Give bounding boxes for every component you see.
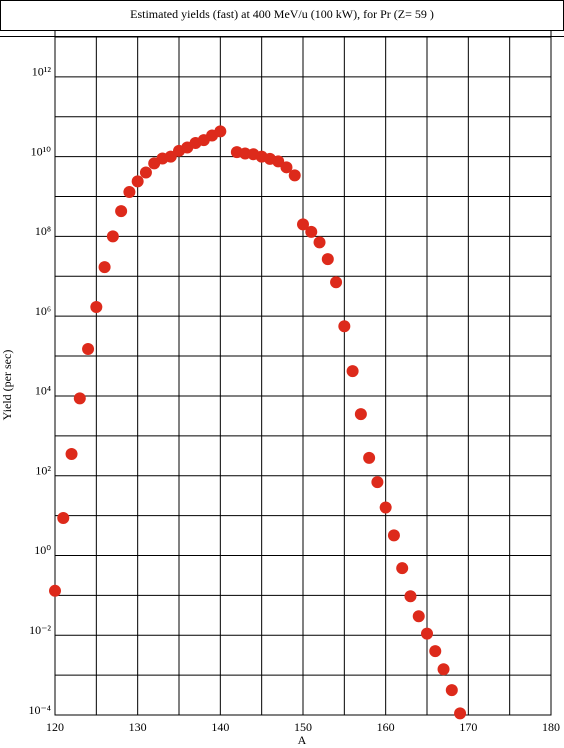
- x-tick-label: 120: [46, 720, 64, 734]
- data-point: [131, 175, 144, 188]
- data-point: [396, 562, 409, 575]
- y-tick-label: 10²: [35, 463, 51, 477]
- y-tick-label: 10⁴: [35, 384, 51, 398]
- y-tick-label: 10⁸: [35, 224, 51, 238]
- data-point: [123, 185, 136, 198]
- data-point: [387, 529, 400, 542]
- data-point: [404, 590, 417, 603]
- data-point: [305, 225, 318, 238]
- y-tick-label: 10⁻²: [29, 623, 51, 637]
- data-point: [214, 125, 227, 138]
- y-tick-label: 10⁶: [35, 304, 51, 318]
- x-tick-label: 140: [211, 720, 229, 734]
- data-point: [98, 261, 111, 274]
- data-point: [272, 155, 285, 168]
- data-point: [321, 253, 334, 266]
- data-point: [445, 684, 458, 697]
- data-point: [454, 707, 467, 720]
- data-point: [90, 300, 103, 313]
- data-point: [371, 476, 384, 489]
- plot-frame: [54, 36, 552, 716]
- data-point: [57, 512, 70, 525]
- data-point: [49, 584, 61, 597]
- data-point: [106, 230, 119, 243]
- x-tick-label: 130: [129, 720, 147, 734]
- data-point: [330, 276, 343, 289]
- data-point: [412, 610, 425, 623]
- data-point: [288, 169, 301, 182]
- chart-title: Estimated yields (fast) at 400 MeV/u (10…: [130, 7, 434, 21]
- y-axis-label: Yield (per sec): [0, 350, 14, 421]
- y-tick-label: 10¹²: [32, 65, 52, 79]
- data-point: [379, 501, 392, 514]
- data-point: [82, 343, 95, 356]
- data-point: [437, 663, 450, 676]
- y-tick-label: 10⁻⁴: [28, 703, 51, 717]
- data-point: [421, 627, 433, 640]
- x-axis-label: A: [298, 733, 307, 747]
- data-point: [297, 218, 309, 231]
- data-point: [280, 161, 293, 174]
- y-tick-label: 10¹⁰: [31, 144, 52, 158]
- data-point: [65, 448, 78, 461]
- y-tick-label: 10⁰: [34, 543, 51, 557]
- data-point: [115, 205, 128, 218]
- x-tick-label: 170: [459, 720, 477, 734]
- data-point: [363, 451, 376, 464]
- x-tick-label: 180: [542, 720, 560, 734]
- x-tick-label: 160: [377, 720, 395, 734]
- data-point: [313, 236, 326, 249]
- x-tick-label: 150: [294, 720, 312, 734]
- data-point: [429, 645, 442, 658]
- data-point: [139, 166, 152, 179]
- data-point: [354, 408, 367, 421]
- data-point: [346, 365, 359, 378]
- data-point: [73, 392, 86, 405]
- data-point: [338, 320, 351, 333]
